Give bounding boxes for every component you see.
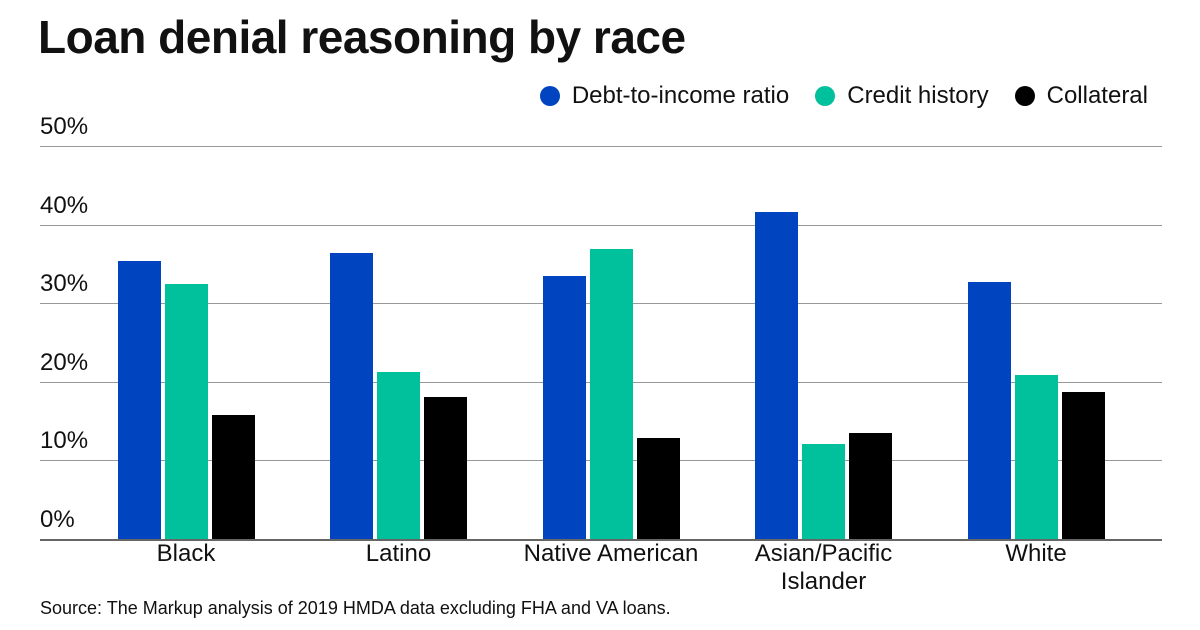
legend-label: Collateral [1046, 82, 1148, 109]
y-tick-label: 0% [40, 506, 75, 533]
bar-credit-history [1014, 374, 1058, 539]
bar-collateral [211, 414, 255, 539]
y-tick-label: 40% [40, 191, 89, 219]
gridline [40, 224, 1162, 226]
x-tick-label: Black [156, 540, 216, 567]
bar-debt-to-income-ratio [755, 212, 798, 539]
legend-item: Credit history [815, 82, 989, 110]
bar-debt-to-income-ratio [967, 281, 1011, 539]
x-tick-label: White [1005, 540, 1067, 567]
bar-debt-to-income-ratio [117, 260, 161, 539]
bar-credit-history [164, 284, 208, 539]
bar-credit-history [377, 372, 420, 539]
y-tick-label: 10% [40, 427, 89, 455]
x-tick-label: Asian/Pacific Islander [754, 540, 893, 595]
y-tick-label: 50% [40, 113, 89, 140]
gridline [40, 146, 1162, 147]
chart-title: Loan denial reasoning by race [38, 11, 686, 63]
bar-collateral [424, 396, 467, 539]
legend-item: Collateral [1014, 82, 1148, 110]
x-tick-label: Latino [365, 540, 432, 567]
source-note: Source: The Markup analysis of 2019 HMDA… [40, 598, 671, 618]
y-tick-label: 20% [40, 348, 89, 376]
y-tick-label: 30% [40, 270, 89, 298]
legend-label: Debt-to-income ratio [571, 82, 790, 109]
legend-swatch [815, 86, 836, 106]
gridline [40, 539, 1162, 541]
bar-debt-to-income-ratio [542, 275, 586, 539]
bar-collateral [636, 438, 680, 539]
bar-collateral [849, 432, 892, 539]
legend-label: Credit history [847, 82, 989, 109]
legend: Debt-to-income ratio Credit history Collat… [539, 82, 1148, 110]
legend-item: Debt-to-income ratio [539, 82, 790, 110]
bar-debt-to-income-ratio [330, 252, 373, 539]
legend-swatch [539, 86, 560, 106]
x-tick-label: Native American [523, 540, 699, 567]
bar-credit-history [802, 443, 845, 539]
legend-swatch [1014, 86, 1035, 106]
bar-collateral [1061, 392, 1105, 539]
bar-credit-history [589, 248, 633, 539]
